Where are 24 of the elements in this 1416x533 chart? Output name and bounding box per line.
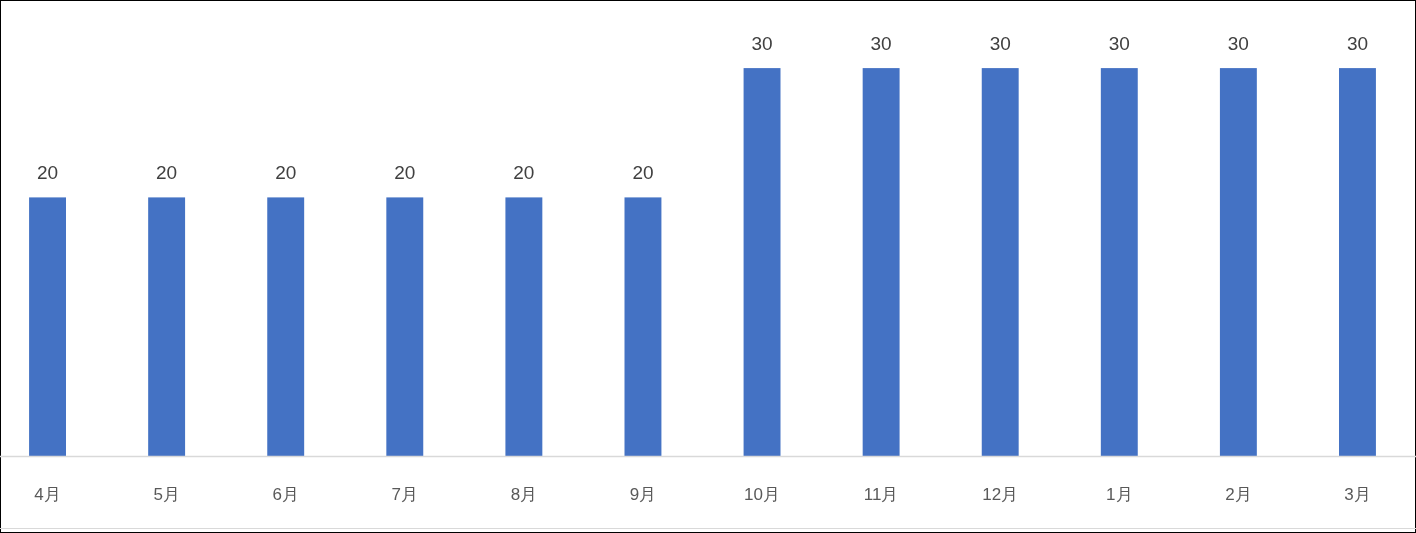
x-tick-label: 12月 [982, 485, 1019, 504]
x-tick-label: 3月 [1344, 485, 1371, 504]
data-label: 20 [156, 162, 178, 184]
x-tick-label: 11月 [863, 485, 899, 504]
x-tick-label: 7月 [391, 485, 419, 504]
x-tick-label: 10月 [744, 485, 780, 504]
data-label: 20 [513, 162, 535, 184]
x-tick-label: 5月 [153, 485, 180, 504]
x-tick-label: 4月 [34, 485, 61, 504]
x-tick-label: 9月 [629, 485, 657, 504]
data-label: 30 [989, 33, 1011, 55]
data-label: 20 [275, 162, 297, 184]
data-label: 30 [1108, 33, 1130, 55]
data-label: 20 [632, 162, 654, 184]
data-label: 20 [394, 162, 416, 184]
x-tick-label: 6月 [272, 485, 299, 504]
data-label: 30 [1227, 33, 1249, 55]
data-label: 20 [36, 162, 59, 184]
data-label: 30 [1346, 33, 1369, 55]
data-label: 30 [870, 33, 892, 55]
x-tick-label: 2月 [1225, 485, 1252, 504]
x-tick-label: 1月 [1106, 485, 1133, 504]
x-tick-label: 8月 [510, 485, 538, 504]
data-label: 30 [751, 33, 773, 55]
